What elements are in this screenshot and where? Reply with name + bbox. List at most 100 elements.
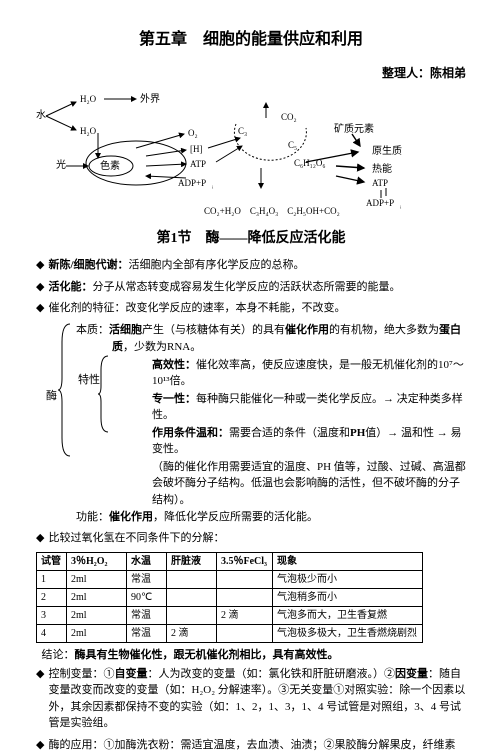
label-light: 光 bbox=[56, 158, 66, 171]
td: 气泡极多极大，卫生香燃烧剧烈 bbox=[273, 625, 423, 643]
td: 2 bbox=[37, 589, 67, 607]
label-i2: ᵢ bbox=[400, 202, 402, 210]
label-h2o2: H₂O bbox=[80, 126, 97, 136]
td bbox=[217, 589, 273, 607]
essence-line: 本质：活细胞产生（与核糖体有关）的具有催化作用的有机物，绝大多数为蛋白 bbox=[76, 322, 466, 339]
diamond-icon: ◆ bbox=[36, 257, 44, 276]
func-a: 催化作用 bbox=[109, 511, 153, 523]
b4-text: 比较过氧化氢在不同条件下的分解： bbox=[48, 530, 224, 547]
trait-1: 高效性：催化效率高，使反应速度快，是一般无机催化剂的10⁷～10¹³倍。 bbox=[152, 357, 466, 390]
trait-4: （酶的催化作用需要适宜的温度、PH 值等，过酸、过碱、高温都会破坏酶分子结构。低… bbox=[152, 459, 466, 509]
bullet-1: ◆ 新陈/细胞代谢：活细胞内全部有序化学反应的总称。 bbox=[36, 257, 466, 276]
th-1: 3％H₂O₂ bbox=[67, 553, 127, 571]
diamond-icon: ◆ bbox=[36, 300, 44, 319]
td bbox=[217, 571, 273, 589]
c1c: ：人为改变的变量（如：氯化铁和肝脏研磨液。）② bbox=[147, 668, 395, 680]
t3a: 作用条件温和： bbox=[152, 427, 229, 439]
label-adp: ADP+P bbox=[178, 178, 206, 188]
label-bottom: CO₂+H₂O C₃H₄O₃ C₂H₅OH+CO₂ bbox=[204, 206, 340, 216]
label-o2: O₂ bbox=[188, 128, 198, 138]
label-h2o1: H₂O bbox=[80, 94, 97, 104]
c2-text: 酶的应用：①加酶洗衣粉：需适宜温度，去血渍、油渍；②果胶酶分解果皮，纤维素 bbox=[48, 737, 455, 754]
traits-label: 特性 bbox=[78, 372, 100, 389]
td: 3 bbox=[37, 607, 67, 625]
bullet-2: ◆ 活化能：分子从常态转变成容易发生化学反应的活跃状态所需要的能量。 bbox=[36, 279, 466, 298]
bs-2a: 质 bbox=[112, 341, 123, 353]
bs-2b: ，少数为RNA。 bbox=[123, 341, 201, 353]
td: 2ml bbox=[67, 625, 127, 643]
label-outside: 外界 bbox=[140, 93, 160, 105]
td: 4 bbox=[37, 625, 67, 643]
th-3: 肝脏液 bbox=[167, 553, 217, 571]
td bbox=[167, 571, 217, 589]
author-line: 整理人：陈相弟 bbox=[36, 64, 466, 82]
td: 气泡稍多而小 bbox=[273, 589, 423, 607]
t1a: 高效性： bbox=[152, 359, 196, 371]
enzyme-char: 酶 bbox=[46, 388, 57, 405]
table-row: 1 2ml 常温 气泡极少而小 bbox=[37, 571, 423, 589]
bs-label: 本质： bbox=[76, 324, 109, 336]
sub-brace-icon bbox=[98, 354, 110, 434]
b2-text: 分子从常态转变成容易发生化学反应的活跃状态所需要的能量。 bbox=[92, 281, 400, 293]
td bbox=[217, 625, 273, 643]
td: 2ml bbox=[67, 607, 127, 625]
chapter-title: 第五章 细胞的能量供应和利用 bbox=[36, 28, 466, 52]
td: 90℃ bbox=[127, 589, 167, 607]
t2b: 每种酶只能催化一种或一类化学反应。→ 决定种类多样性。 bbox=[152, 393, 463, 422]
diamond-icon: ◆ bbox=[36, 530, 44, 549]
bs-1e: 蛋白 bbox=[439, 324, 461, 336]
label-water: 水 bbox=[36, 109, 46, 121]
section-1-title: 第1节 酶——降低反应活化能 bbox=[36, 228, 466, 249]
left-brace-icon bbox=[58, 322, 74, 458]
bs-1d: 的有机物，绝大多数为 bbox=[329, 324, 439, 336]
th-4: 3.5％FeCl₃ bbox=[217, 553, 273, 571]
t3b: 需要合适的条件（温度和 bbox=[229, 427, 350, 439]
metabolism-diagram: 水 H₂O H₂O 外界 光 色素 O₂ [H] ATP ADP+P ᵢ CO₂… bbox=[36, 88, 466, 218]
label-c3: C₃ bbox=[238, 126, 247, 136]
th-5: 现象 bbox=[273, 553, 423, 571]
table-header-row: 试管 3％H₂O₂ 水温 肝脏液 3.5％FeCl₃ 现象 bbox=[37, 553, 423, 571]
table-row: 2 2ml 90℃ 气泡稍多而小 bbox=[37, 589, 423, 607]
label-atp2: ATP bbox=[372, 178, 388, 188]
td bbox=[167, 589, 217, 607]
td: 2ml bbox=[67, 571, 127, 589]
label-i: ᵢ bbox=[212, 182, 214, 190]
label-atp: ATP bbox=[190, 159, 206, 169]
c1a: 控制变量：① bbox=[48, 668, 114, 680]
diamond-icon: ◆ bbox=[36, 737, 44, 755]
bullet-c2: ◆ 酶的应用：①加酶洗衣粉：需适宜温度，去血渍、油渍；②果胶酶分解果皮，纤维素 bbox=[36, 737, 466, 755]
label-c5: C₅ bbox=[288, 140, 297, 150]
bullet-c1: ◆ 控制变量：①自变量：人为改变的变量（如：氯化铁和肝脏研磨液。）②因变量：随自… bbox=[36, 666, 466, 734]
td: 2ml bbox=[67, 589, 127, 607]
label-heat: 热能 bbox=[372, 162, 392, 175]
enzyme-block: 酶 本质：活细胞产生（与核糖体有关）的具有催化作用的有机物，绝大多数为蛋白 质，… bbox=[36, 322, 466, 526]
func-label: 功能： bbox=[76, 511, 109, 523]
th-2: 水温 bbox=[127, 553, 167, 571]
bullet-4: ◆ 比较过氧化氢在不同条件下的分解： bbox=[36, 530, 466, 549]
b2-label: 活化能： bbox=[48, 281, 92, 293]
td bbox=[167, 607, 217, 625]
t2a: 专一性： bbox=[152, 393, 196, 405]
label-adp2: ADP+P bbox=[366, 198, 394, 208]
experiment-table: 试管 3％H₂O₂ 水温 肝脏液 3.5％FeCl₃ 现象 1 2ml 常温 气… bbox=[36, 552, 423, 643]
bs-1: 活细胞 bbox=[109, 324, 142, 336]
trait-3: 作用条件温和：需要合适的条件（温度和PH值）→ 温和性 → 易变性。 bbox=[152, 425, 466, 458]
table-row: 4 2ml 常温 2 滴 气泡极多极大，卫生香燃烧剧烈 bbox=[37, 625, 423, 643]
td: 1 bbox=[37, 571, 67, 589]
conc-main: 酶具有生物催化性，跟无机催化剂相比，具有高效性。 bbox=[75, 649, 339, 661]
trait-2: 专一性：每种酶只能催化一种或一类化学反应。→ 决定种类多样性。 bbox=[152, 391, 466, 424]
bullet-3: ◆ 催化剂的特征：改变化学反应的速率，本身不耗能，不改变。 bbox=[36, 300, 466, 319]
td: 气泡极少而小 bbox=[273, 571, 423, 589]
td: 2 滴 bbox=[217, 607, 273, 625]
td: 常温 bbox=[127, 625, 167, 643]
label-pigment: 色素 bbox=[100, 159, 120, 172]
t3c: PH bbox=[350, 427, 365, 439]
b3-text: 催化剂的特征：改变化学反应的速率，本身不耗能，不改变。 bbox=[48, 300, 345, 317]
diamond-icon: ◆ bbox=[36, 279, 44, 298]
table-row: 3 2ml 常温 2 滴 气泡多而大，卫生香复燃 bbox=[37, 607, 423, 625]
c1b: 自变量 bbox=[114, 668, 147, 680]
conc-pre: 结论： bbox=[42, 649, 75, 661]
t1b: 催化效率高，使反应速度快，是一般无机催化剂的10⁷～10¹³倍。 bbox=[152, 359, 464, 388]
label-proto: 原生质 bbox=[372, 144, 402, 157]
bs-1b: 产生（与核糖体有关）的具有 bbox=[142, 324, 285, 336]
